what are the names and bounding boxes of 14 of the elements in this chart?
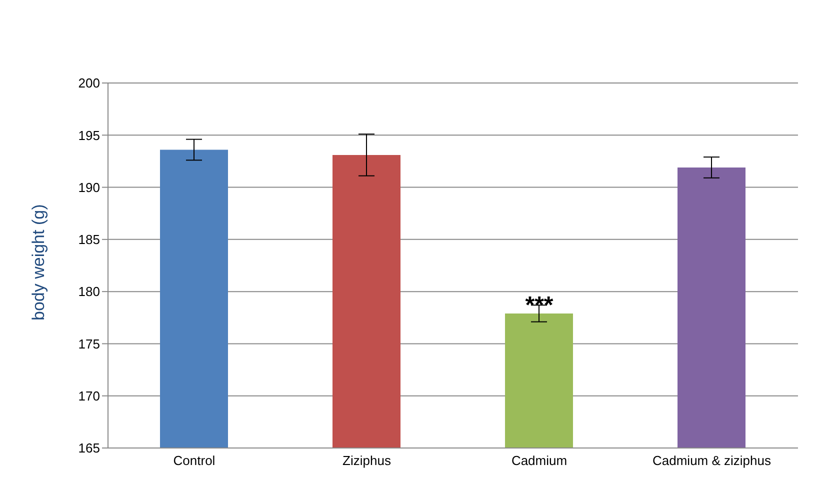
- y-tick-label: 175: [78, 336, 100, 352]
- y-axis-title: body weight (g): [29, 204, 48, 320]
- annotation: ***: [525, 292, 554, 320]
- y-tick-label: 190: [78, 180, 100, 195]
- x-tick-label: Control: [173, 453, 216, 468]
- y-tick-label: 200: [78, 76, 100, 91]
- y-tick-label: 170: [78, 388, 100, 404]
- y-tick-label: 180: [78, 284, 100, 300]
- x-tick-label: Cadmium: [511, 453, 568, 468]
- x-tick-label: Ziziphus: [342, 453, 392, 468]
- y-tick-label: 185: [78, 232, 100, 248]
- x-tick-label: Cadmium & ziziphus: [652, 453, 772, 468]
- y-tick-label: 195: [78, 128, 100, 143]
- y-tick-label: 165: [78, 440, 100, 456]
